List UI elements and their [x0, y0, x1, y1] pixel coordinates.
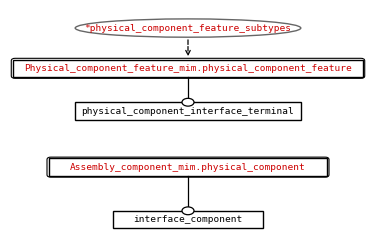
- FancyBboxPatch shape: [113, 211, 263, 228]
- Text: interface_component: interface_component: [133, 215, 243, 224]
- Circle shape: [182, 207, 194, 215]
- FancyBboxPatch shape: [13, 60, 363, 77]
- Text: Physical_component_feature_mim.physical_component_feature: Physical_component_feature_mim.physical_…: [24, 64, 352, 73]
- Circle shape: [182, 98, 194, 106]
- Text: physical_component_interface_terminal: physical_component_interface_terminal: [82, 107, 294, 115]
- Text: *physical_component_feature_subtypes: *physical_component_feature_subtypes: [85, 24, 291, 32]
- Text: Assembly_component_mim.physical_component: Assembly_component_mim.physical_componen…: [70, 163, 306, 172]
- FancyBboxPatch shape: [49, 158, 327, 176]
- FancyBboxPatch shape: [75, 102, 301, 120]
